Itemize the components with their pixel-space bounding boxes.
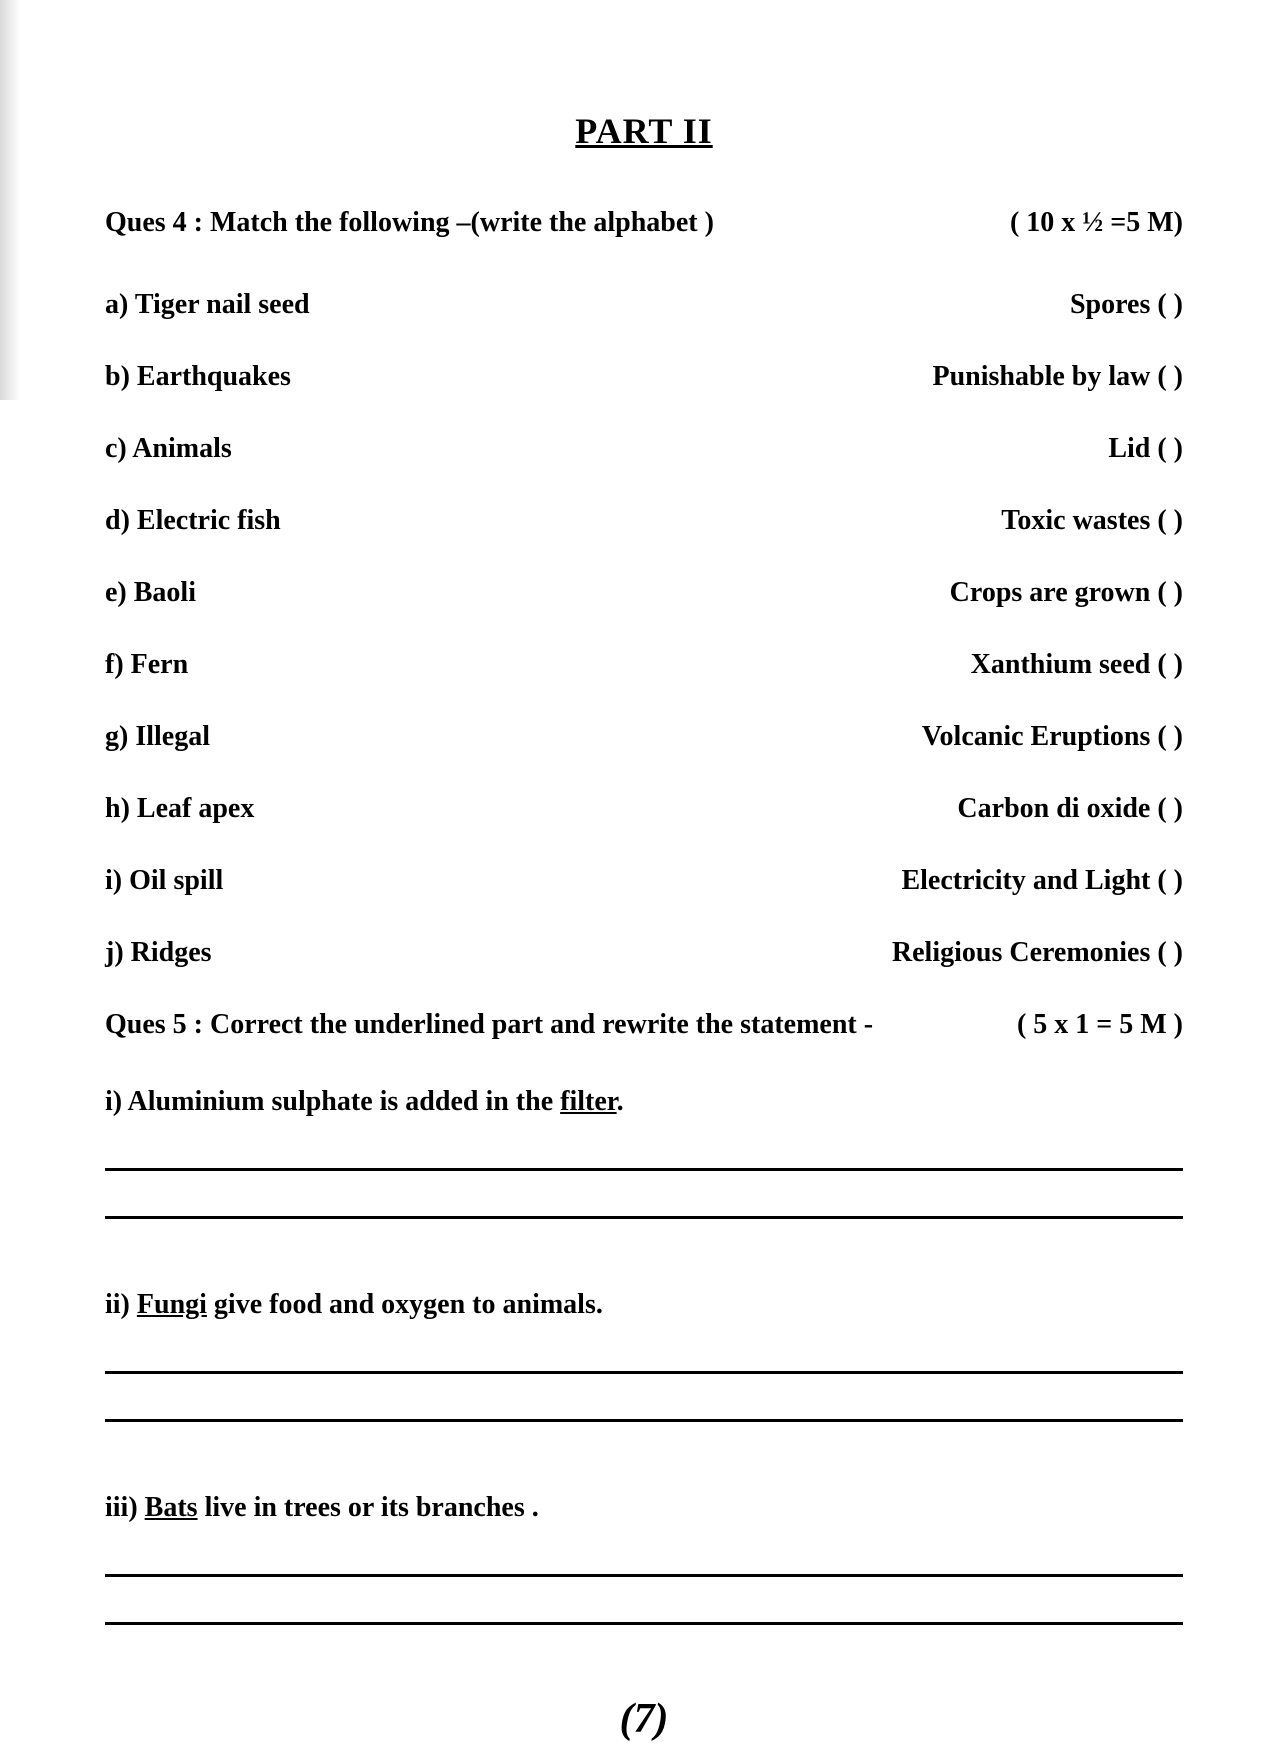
match-row: e) Baoli Crops are grown ( ) [105, 577, 1183, 609]
answer-line [105, 1168, 1183, 1171]
statement-suffix: . [617, 1086, 624, 1117]
match-left: h) Leaf apex [105, 793, 254, 825]
match-left: d) Electric fish [105, 505, 281, 537]
match-row: a) Tiger nail seed Spores ( ) [105, 289, 1183, 321]
statement-1: i) Aluminium sulphate is added in the fi… [105, 1086, 1183, 1118]
statement-prefix: i) Aluminium sulphate is added in the [105, 1086, 560, 1117]
statement-suffix: give food and oxygen to animals. [207, 1289, 603, 1320]
match-row: h) Leaf apex Carbon di oxide ( ) [105, 793, 1183, 825]
page-number: (7) [105, 1695, 1183, 1743]
match-row: f) Fern Xanthium seed ( ) [105, 649, 1183, 681]
statement-3: iii) Bats live in trees or its branches … [105, 1492, 1183, 1524]
statement-2: ii) Fungi give food and oxygen to animal… [105, 1289, 1183, 1321]
answer-lines [105, 1168, 1183, 1219]
question4-header: Ques 4 : Match the following –(write the… [105, 207, 1183, 239]
answer-line [105, 1216, 1183, 1219]
answer-line [105, 1419, 1183, 1422]
match-right: Electricity and Light ( ) [901, 865, 1183, 897]
match-row: j) Ridges Religious Ceremonies ( ) [105, 937, 1183, 969]
statement-underlined: Bats [145, 1492, 198, 1523]
match-right: Volcanic Eruptions ( ) [922, 721, 1183, 753]
match-row: d) Electric fish Toxic wastes ( ) [105, 505, 1183, 537]
match-row: c) Animals Lid ( ) [105, 433, 1183, 465]
answer-lines [105, 1574, 1183, 1625]
statement-prefix: iii) [105, 1492, 145, 1523]
match-right: Religious Ceremonies ( ) [892, 937, 1183, 969]
match-left: g) Illegal [105, 721, 210, 753]
match-right: Xanthium seed ( ) [971, 649, 1183, 681]
question5-header: Ques 5 : Correct the underlined part and… [105, 1009, 1183, 1041]
match-left: c) Animals [105, 433, 232, 465]
match-row: b) Earthquakes Punishable by law ( ) [105, 361, 1183, 393]
match-left: a) Tiger nail seed [105, 289, 310, 321]
match-row: i) Oil spill Electricity and Light ( ) [105, 865, 1183, 897]
statement-prefix: ii) [105, 1289, 137, 1320]
match-left: j) Ridges [105, 937, 212, 969]
match-right: Carbon di oxide ( ) [957, 793, 1183, 825]
statement-suffix: live in trees or its branches . [198, 1492, 539, 1523]
match-right: Toxic wastes ( ) [1001, 505, 1183, 537]
match-left: f) Fern [105, 649, 188, 681]
answer-lines [105, 1371, 1183, 1422]
match-right: Punishable by law ( ) [933, 361, 1184, 393]
match-right: Crops are grown ( ) [950, 577, 1183, 609]
part-title: PART II [105, 110, 1183, 152]
exam-page: PART II Ques 4 : Match the following –(w… [0, 0, 1278, 1757]
match-items-container: a) Tiger nail seed Spores ( ) b) Earthqu… [105, 289, 1183, 969]
match-row: g) Illegal Volcanic Eruptions ( ) [105, 721, 1183, 753]
scan-artifact [0, 0, 20, 400]
statement-underlined: filter [560, 1086, 617, 1117]
answer-line [105, 1622, 1183, 1625]
match-left: e) Baoli [105, 577, 196, 609]
statement-underlined: Fungi [137, 1289, 207, 1320]
match-left: b) Earthquakes [105, 361, 291, 393]
question5-header-right: ( 5 x 1 = 5 M ) [1017, 1009, 1183, 1041]
answer-line [105, 1371, 1183, 1374]
match-right: Spores ( ) [1070, 289, 1183, 321]
page-number-text: (7) [620, 1695, 669, 1743]
question4-header-left: Ques 4 : Match the following –(write the… [105, 207, 714, 239]
match-right: Lid ( ) [1108, 433, 1183, 465]
question4-header-right: ( 10 x ½ =5 M) [1010, 207, 1183, 239]
match-left: i) Oil spill [105, 865, 223, 897]
answer-line [105, 1574, 1183, 1577]
question5-header-left: Ques 5 : Correct the underlined part and… [105, 1009, 873, 1041]
